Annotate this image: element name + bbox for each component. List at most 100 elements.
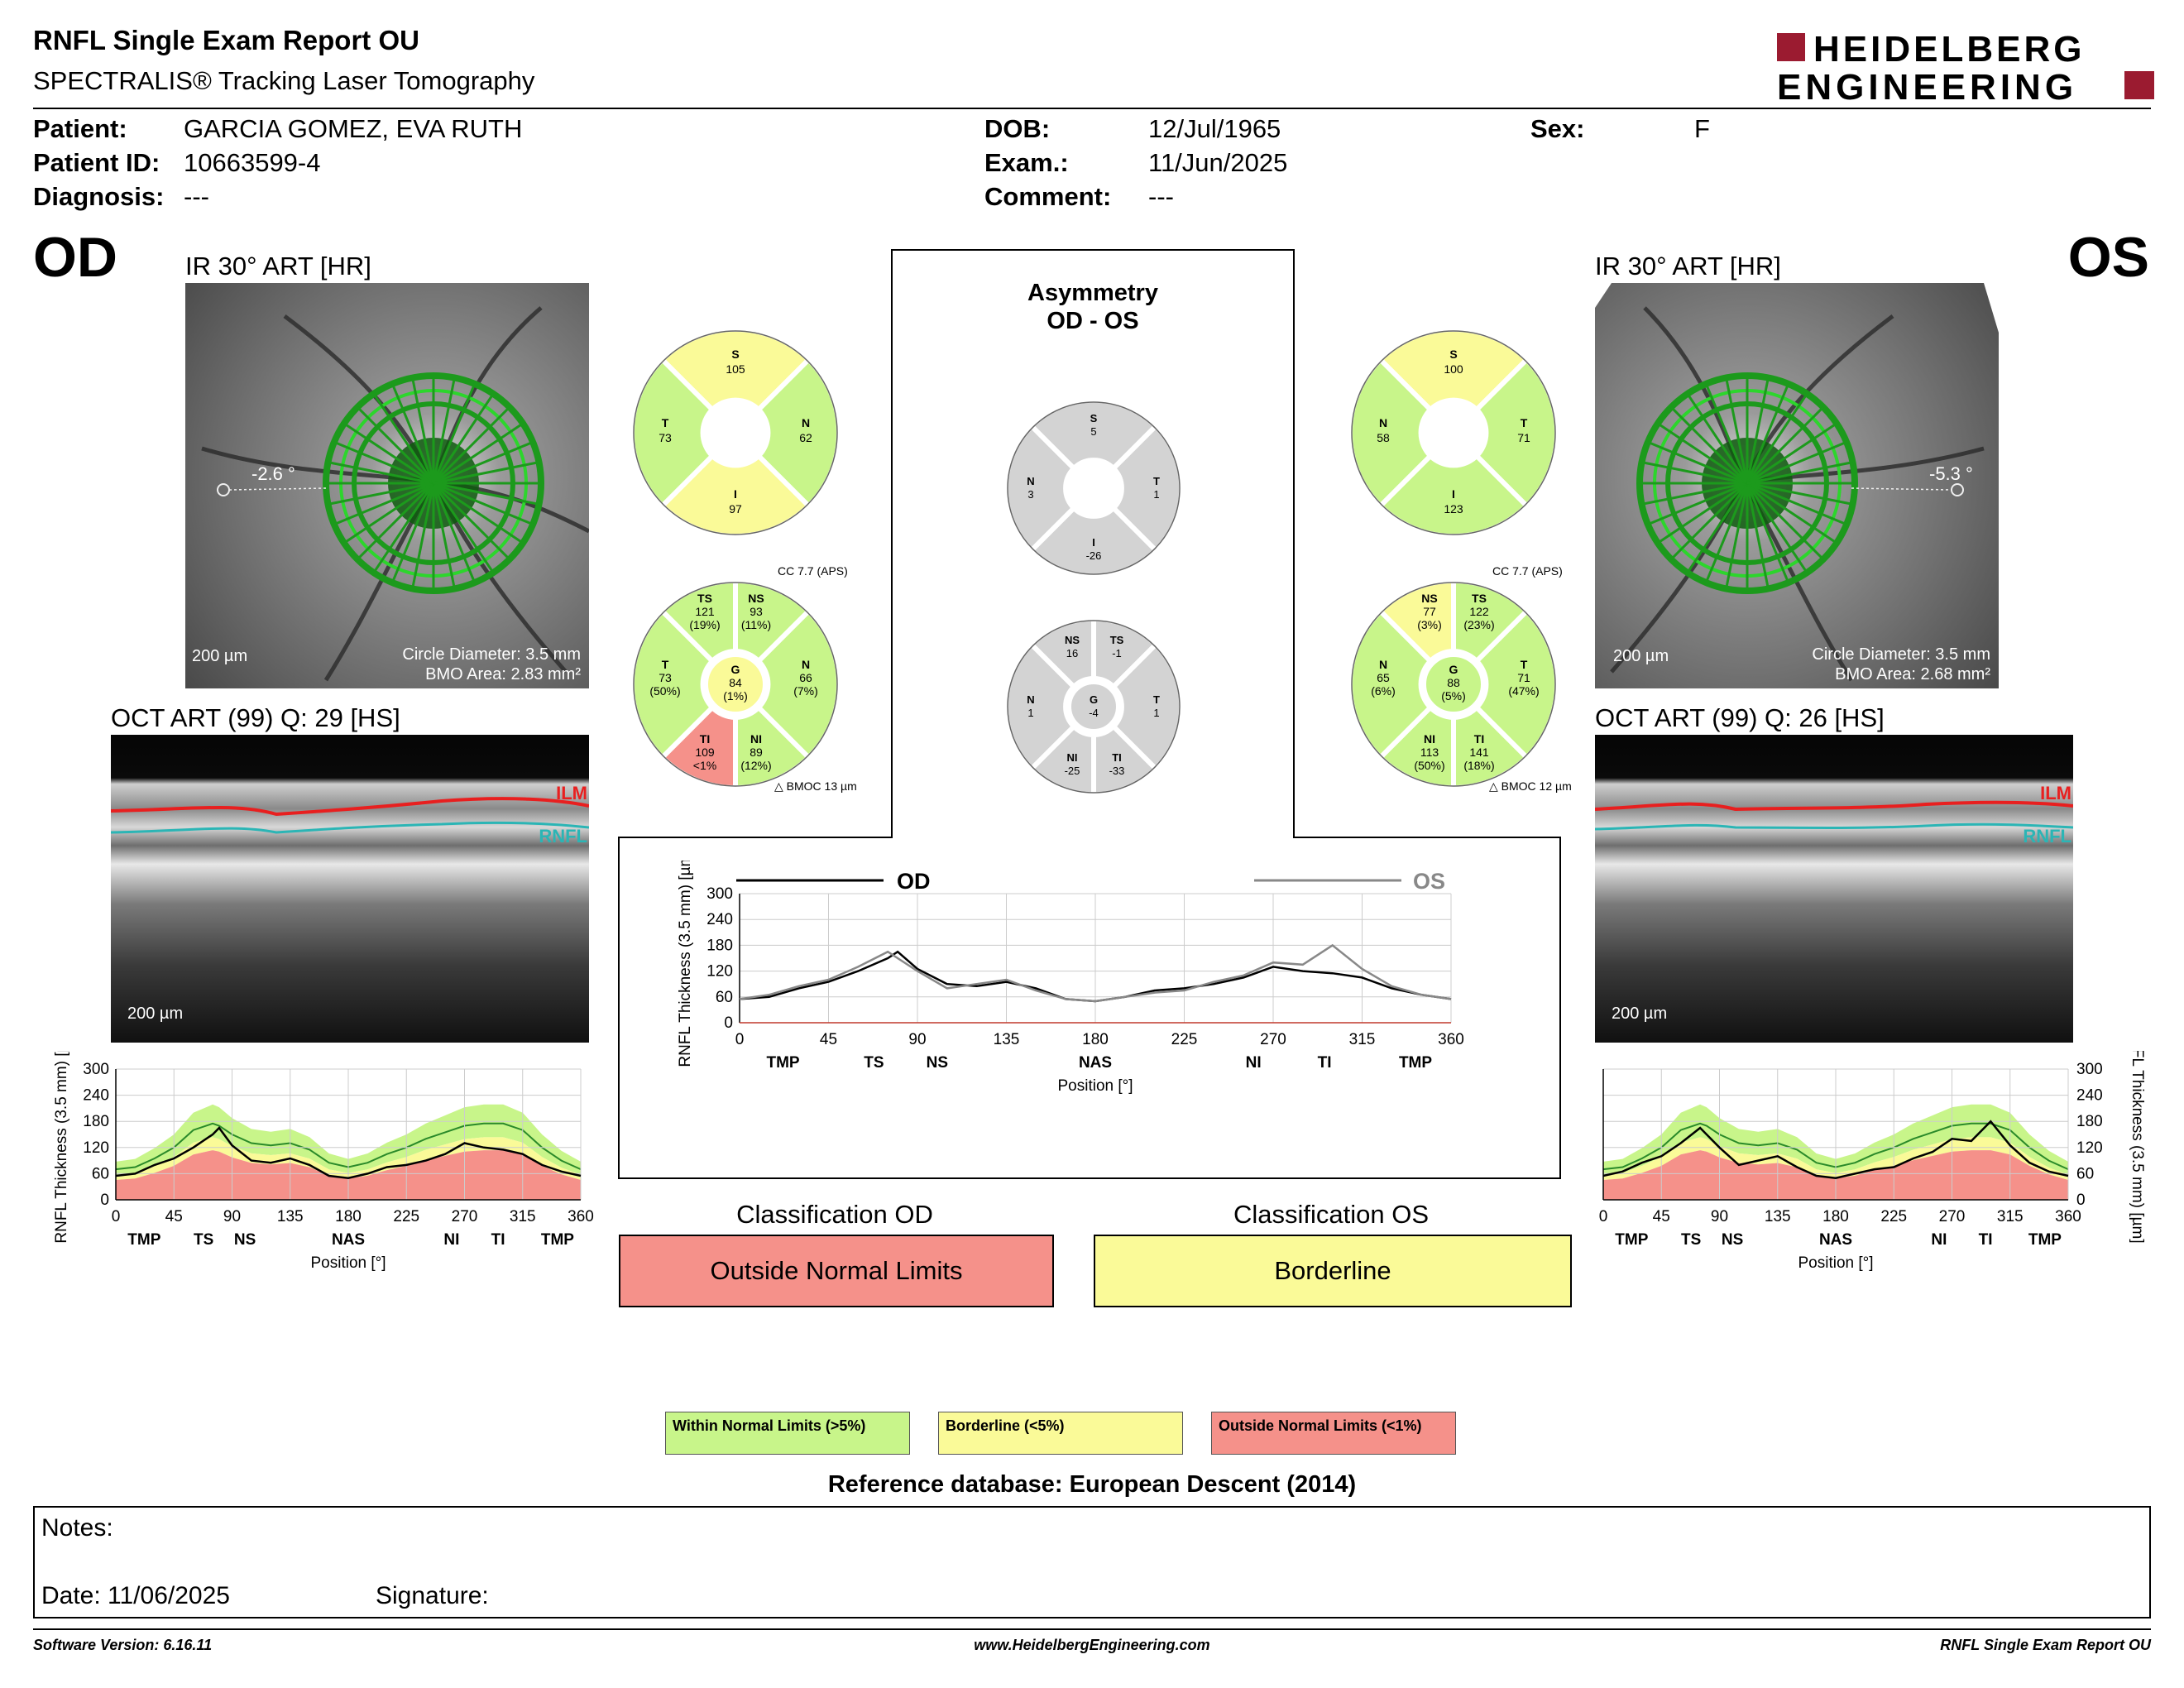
od-sect-ti-pct: <1% xyxy=(693,759,716,772)
region-label: NI xyxy=(1931,1231,1947,1249)
scan-spoke xyxy=(1686,393,1749,484)
asym-sect-ti-label: TI xyxy=(1112,751,1122,764)
od-os-comparison-plot: 300 240 180 120 60 00 45 90 135 180 225 270 315 360 TM… xyxy=(677,861,1464,1095)
od-quad-i-value: 97 xyxy=(729,502,742,516)
od-circle-diameter: Circle Diameter: 3.5 mm xyxy=(402,645,581,664)
os-quad-i-label: I xyxy=(1452,487,1455,501)
scan-spoke xyxy=(333,440,434,485)
x-tick-label: 0 xyxy=(735,1031,745,1048)
asym-quad-i-value: -26 xyxy=(1086,549,1102,562)
od-thickness-plot: 300 240 180 120 60 00 45 90 135 180 225 270 315 360 TM… xyxy=(53,1051,594,1272)
notes-box: Notes: Date: 11/06/2025 Signature: xyxy=(33,1506,2151,1618)
os-sect-ni-value: 113 xyxy=(1420,746,1439,759)
scan-spoke xyxy=(1686,482,1749,573)
asym-sect-ts-label: TS xyxy=(1110,634,1124,646)
region-label: TMP xyxy=(2028,1231,2062,1249)
region-label: TMP xyxy=(767,1054,800,1072)
scan-spoke xyxy=(1657,482,1748,544)
x-tick-label: 360 xyxy=(568,1208,594,1225)
x-tick-label: 90 xyxy=(1711,1208,1728,1225)
software-version: Software Version: 6.16.11 xyxy=(33,1637,213,1653)
y-tick-label: 0 xyxy=(100,1192,109,1209)
series-line xyxy=(1602,1120,2069,1179)
logo-line2: ENGINEERING xyxy=(1777,67,2077,103)
x-tick-label: 90 xyxy=(223,1208,241,1225)
asym-sect-ni-label: NI xyxy=(1067,751,1078,764)
os-quad-s-value: 100 xyxy=(1444,362,1463,376)
x-tick-label: 180 xyxy=(1082,1031,1109,1048)
od-sect-n-value: 66 xyxy=(799,671,812,684)
comment-label: Comment: xyxy=(984,182,1112,211)
os-sect-n-value: 65 xyxy=(1377,671,1390,684)
os-sect-g-value: 88 xyxy=(1447,676,1460,689)
asym-quad-n-label: N xyxy=(1027,475,1034,487)
scan-spoke xyxy=(372,393,435,484)
classification-os-value: Borderline xyxy=(1094,1235,1572,1307)
dob-label: DOB: xyxy=(984,114,1051,143)
scan-spoke xyxy=(1670,406,1749,485)
os-sect-t-value: 71 xyxy=(1517,671,1530,684)
scan-spoke xyxy=(1704,383,1749,484)
os-sect-ti-value: 141 xyxy=(1469,746,1489,759)
od-ir-scale: 200 µm xyxy=(192,647,248,665)
comment-value: --- xyxy=(1148,182,1174,211)
x-tick-label: 135 xyxy=(1765,1208,1791,1225)
os-sect-ni-label: NI xyxy=(1424,732,1435,746)
od-bmoc: △ BMOC 13 µm xyxy=(774,779,857,793)
os-sect-ti xyxy=(1451,703,1530,788)
asym-sect-t-value: 1 xyxy=(1153,707,1159,719)
os-sect-g xyxy=(1421,652,1486,717)
x-tick-label: 0 xyxy=(112,1208,121,1225)
scan-spoke xyxy=(433,482,524,544)
sex-value: F xyxy=(1694,114,1710,143)
asym-sect-ni-value: -25 xyxy=(1065,765,1080,777)
scan-spoke xyxy=(411,482,435,589)
y-axis-title: RNFL Thickness (3.5 mm) [µm] xyxy=(53,1051,70,1244)
dob-value: 12/Jul/1965 xyxy=(1148,114,1281,143)
asym-sect-ns-label: NS xyxy=(1065,634,1080,646)
asymmetry-subtitle: OD - OS xyxy=(1046,308,1139,334)
os-quad-s xyxy=(1377,329,1530,414)
scan-spoke xyxy=(390,383,435,484)
os-quad-n-label: N xyxy=(1379,416,1387,429)
region-label: TMP xyxy=(541,1231,574,1249)
x-tick-label: 180 xyxy=(1822,1208,1849,1225)
asym-quad-s-value: 5 xyxy=(1090,425,1096,438)
od-cc-label: CC 7.7 (APS) xyxy=(778,564,848,578)
region-label: TMP xyxy=(1399,1054,1432,1072)
od-sect-ns-pct: (11%) xyxy=(741,618,771,631)
scan-spoke xyxy=(1746,406,1824,485)
region-label: NAS xyxy=(1819,1231,1852,1249)
region-label: TMP xyxy=(1615,1231,1648,1249)
od-oct-title: OCT ART (99) Q: 29 [HS] xyxy=(111,703,400,732)
x-tick-label: 45 xyxy=(165,1208,183,1225)
region-label: NI xyxy=(1246,1054,1262,1072)
notes-label: Notes: xyxy=(41,1514,113,1542)
od-quad-s-value: 105 xyxy=(726,362,745,376)
os-sector-chart: NS 77 (3%) TS 122 (23%) N 65 (6%) T 71 (… xyxy=(1350,581,1557,788)
od-ir-title: IR 30° ART [HR] xyxy=(185,252,371,281)
od-quad-t-value: 73 xyxy=(659,431,672,444)
y-tick-label: 240 xyxy=(83,1087,109,1105)
os-sect-ns xyxy=(1377,581,1456,665)
scan-spoke xyxy=(1746,440,1847,485)
series-line xyxy=(739,943,1452,1003)
od-sect-n-pct: (7%) xyxy=(793,684,818,698)
os-quadrant-chart: S 100 N 58 T 71 I 123 xyxy=(1350,329,1557,536)
scan-spoke xyxy=(1647,482,1748,526)
scan-spoke xyxy=(1746,482,1847,526)
y-tick-label: 0 xyxy=(724,1014,733,1032)
scan-spoke xyxy=(333,482,434,526)
x-tick-label: 135 xyxy=(994,1031,1020,1048)
os-quad-n xyxy=(1350,356,1434,510)
scan-spoke xyxy=(1746,383,1790,484)
region-label: TMP xyxy=(127,1231,160,1249)
scan-spoke xyxy=(343,422,434,485)
y-tick-label: 60 xyxy=(92,1165,109,1182)
od-sect-ni-label: NI xyxy=(750,732,762,746)
y-axis-title: RNFL Thickness (3.5 mm) [µm] xyxy=(2129,1051,2146,1244)
x-axis-title: Position [°] xyxy=(310,1254,386,1272)
legend-outside: Outside Normal Limits (<1%) xyxy=(1211,1412,1456,1455)
website: www.HeidelbergEngineering.com xyxy=(974,1637,1210,1653)
os-bmo-area: BMO Area: 2.68 mm² xyxy=(1835,665,1990,683)
